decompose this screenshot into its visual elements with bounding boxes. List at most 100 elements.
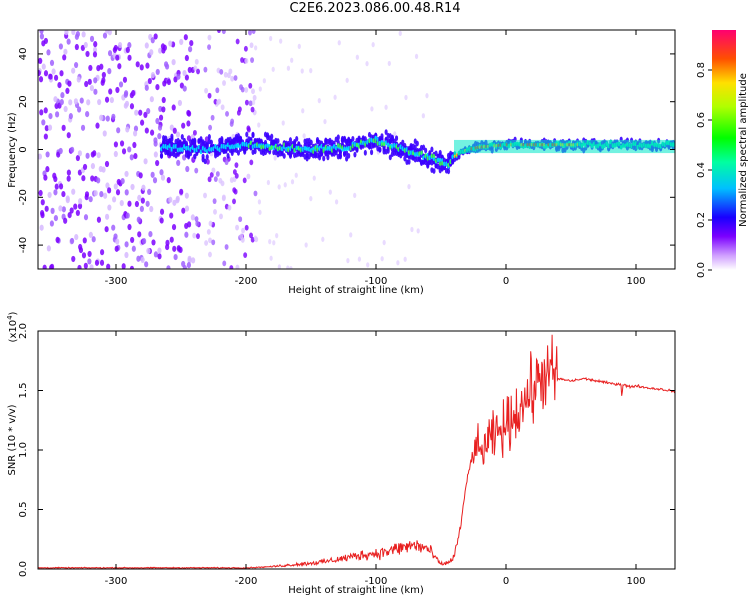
snr-y-tick-label: 1.0 <box>18 442 29 458</box>
spectrogram-cell <box>184 54 189 62</box>
spectrogram-cell <box>244 87 249 93</box>
spectrogram-cell <box>230 75 235 82</box>
spectrogram-cell <box>251 88 255 95</box>
colorbar-tick-label: 0.6 <box>696 112 707 128</box>
spectrogram-cell <box>195 220 200 227</box>
spectrogram-cell <box>414 53 419 60</box>
spectrogram-cell <box>246 173 251 180</box>
spectrogram-cell <box>146 247 151 255</box>
spectrogram-cell <box>89 84 94 92</box>
spectrogram-cell <box>108 88 113 95</box>
spectrogram-cell <box>227 204 232 211</box>
spectrogram-cell <box>220 139 224 146</box>
spectrogram-cell <box>235 143 238 149</box>
spectrogram-cell <box>237 106 242 113</box>
spectrogram-cell <box>57 82 62 89</box>
spectrogram-cell <box>120 178 125 185</box>
spectrogram-cell <box>192 129 197 136</box>
spectrogram-cell <box>93 77 98 84</box>
spectrogram-cell <box>224 148 228 154</box>
spectrogram-cell <box>42 264 47 269</box>
spectrogram-cell <box>387 60 391 67</box>
spectrogram-cell <box>119 199 124 207</box>
spectrogram-cell <box>250 236 255 243</box>
spectrogram-cell <box>151 239 156 246</box>
spectrogram-cell <box>163 61 169 68</box>
spectrogram-cell <box>207 133 211 140</box>
spectrogram-cell <box>87 250 92 258</box>
spectrogram-cell <box>85 152 90 159</box>
spectrogram-cell <box>155 84 160 91</box>
spectrogram-cell <box>133 130 138 137</box>
spectrogram-cell <box>86 99 91 106</box>
spectrogram-cell <box>84 194 89 201</box>
spectrogram-cell <box>150 171 155 178</box>
spectrogram-cell <box>236 150 241 156</box>
spectrogram-cell <box>102 32 108 39</box>
spectrogram-cell <box>190 214 195 221</box>
spectrogram-cell <box>205 158 210 165</box>
spectrogram-cell <box>150 37 155 44</box>
spectrogram-cell <box>64 30 69 36</box>
spectrogram-cell <box>82 163 88 171</box>
snr-x-tick-label: -300 <box>105 576 128 587</box>
spectrogram-cell <box>269 35 273 42</box>
chart-title: C2E6.2023.086.00.48.R14 <box>289 1 461 16</box>
spectrogram-cell <box>208 251 212 258</box>
spectrogram-cell <box>157 247 162 254</box>
spectrogram-cell <box>43 37 48 45</box>
spectrogram-cell <box>88 196 93 203</box>
spectrogram-cell <box>73 98 78 105</box>
spectrogram-cell <box>77 150 82 157</box>
spectrogram-cell <box>300 68 304 74</box>
spectrogram-cell <box>186 261 191 269</box>
snr-y-ticks: 0.0 0.5 1.0 1.5 2.0 <box>18 323 675 577</box>
spectrogram-cell <box>38 189 43 197</box>
spectrogram-cell <box>178 246 183 253</box>
spectrogram-cell <box>323 118 327 125</box>
spectrogram-cell <box>80 44 85 52</box>
spectrogram-cell <box>39 109 44 116</box>
spectrogram-cell <box>257 199 262 205</box>
spectrogram-cell <box>370 149 374 156</box>
spectrogram-cell <box>290 179 295 185</box>
snr-y-tick-label: 1.5 <box>18 383 29 399</box>
spectrogram-cell <box>153 33 158 40</box>
spectrogram-cell <box>39 224 44 231</box>
spectrogram-cell <box>40 212 45 219</box>
spectrogram-cell <box>181 122 186 129</box>
spectrogram-cell <box>252 94 257 101</box>
spectrogram-cell <box>194 216 199 222</box>
spectrogram-cell <box>238 135 243 142</box>
spectrogram-cell <box>376 141 379 146</box>
spectrogram-cell <box>204 136 209 143</box>
spectrogram-cell <box>61 190 66 198</box>
spectrogram-cell <box>234 162 239 169</box>
spectrogram-cell <box>251 99 256 106</box>
spectrogram-cell <box>139 205 144 213</box>
spectrogram-cell <box>243 45 248 52</box>
spectrogram-cell <box>71 255 76 263</box>
spectrogram-cell <box>162 80 167 87</box>
spectrogram-cell <box>155 117 160 125</box>
spectrogram-cell <box>224 159 229 166</box>
spectrogram-cell <box>213 209 217 215</box>
spectrogram-y-tick-label: 0 <box>18 146 29 152</box>
spectrogram-cell <box>139 64 144 71</box>
spectrogram-cell <box>279 38 283 44</box>
spectrogram-cell <box>83 262 88 269</box>
spectrogram-cell <box>114 245 119 252</box>
spectrogram-cell <box>104 160 110 168</box>
snr-y-multiplier: (x104) <box>6 311 19 342</box>
spectrogram-cell <box>67 80 72 87</box>
spectrogram-cell <box>250 57 255 63</box>
spectrogram-cell <box>58 183 64 190</box>
spectrogram-cell <box>58 147 63 155</box>
spectrogram-cell <box>303 145 307 151</box>
spectrogram-cell <box>240 57 245 63</box>
spectrogram-y-ticks: -40 -20 0 20 40 <box>18 48 675 253</box>
spectrogram-cell <box>81 252 87 259</box>
colorbar-gradient <box>712 30 736 270</box>
spectrogram-cell <box>96 152 101 159</box>
spectrogram-cell <box>54 74 59 81</box>
